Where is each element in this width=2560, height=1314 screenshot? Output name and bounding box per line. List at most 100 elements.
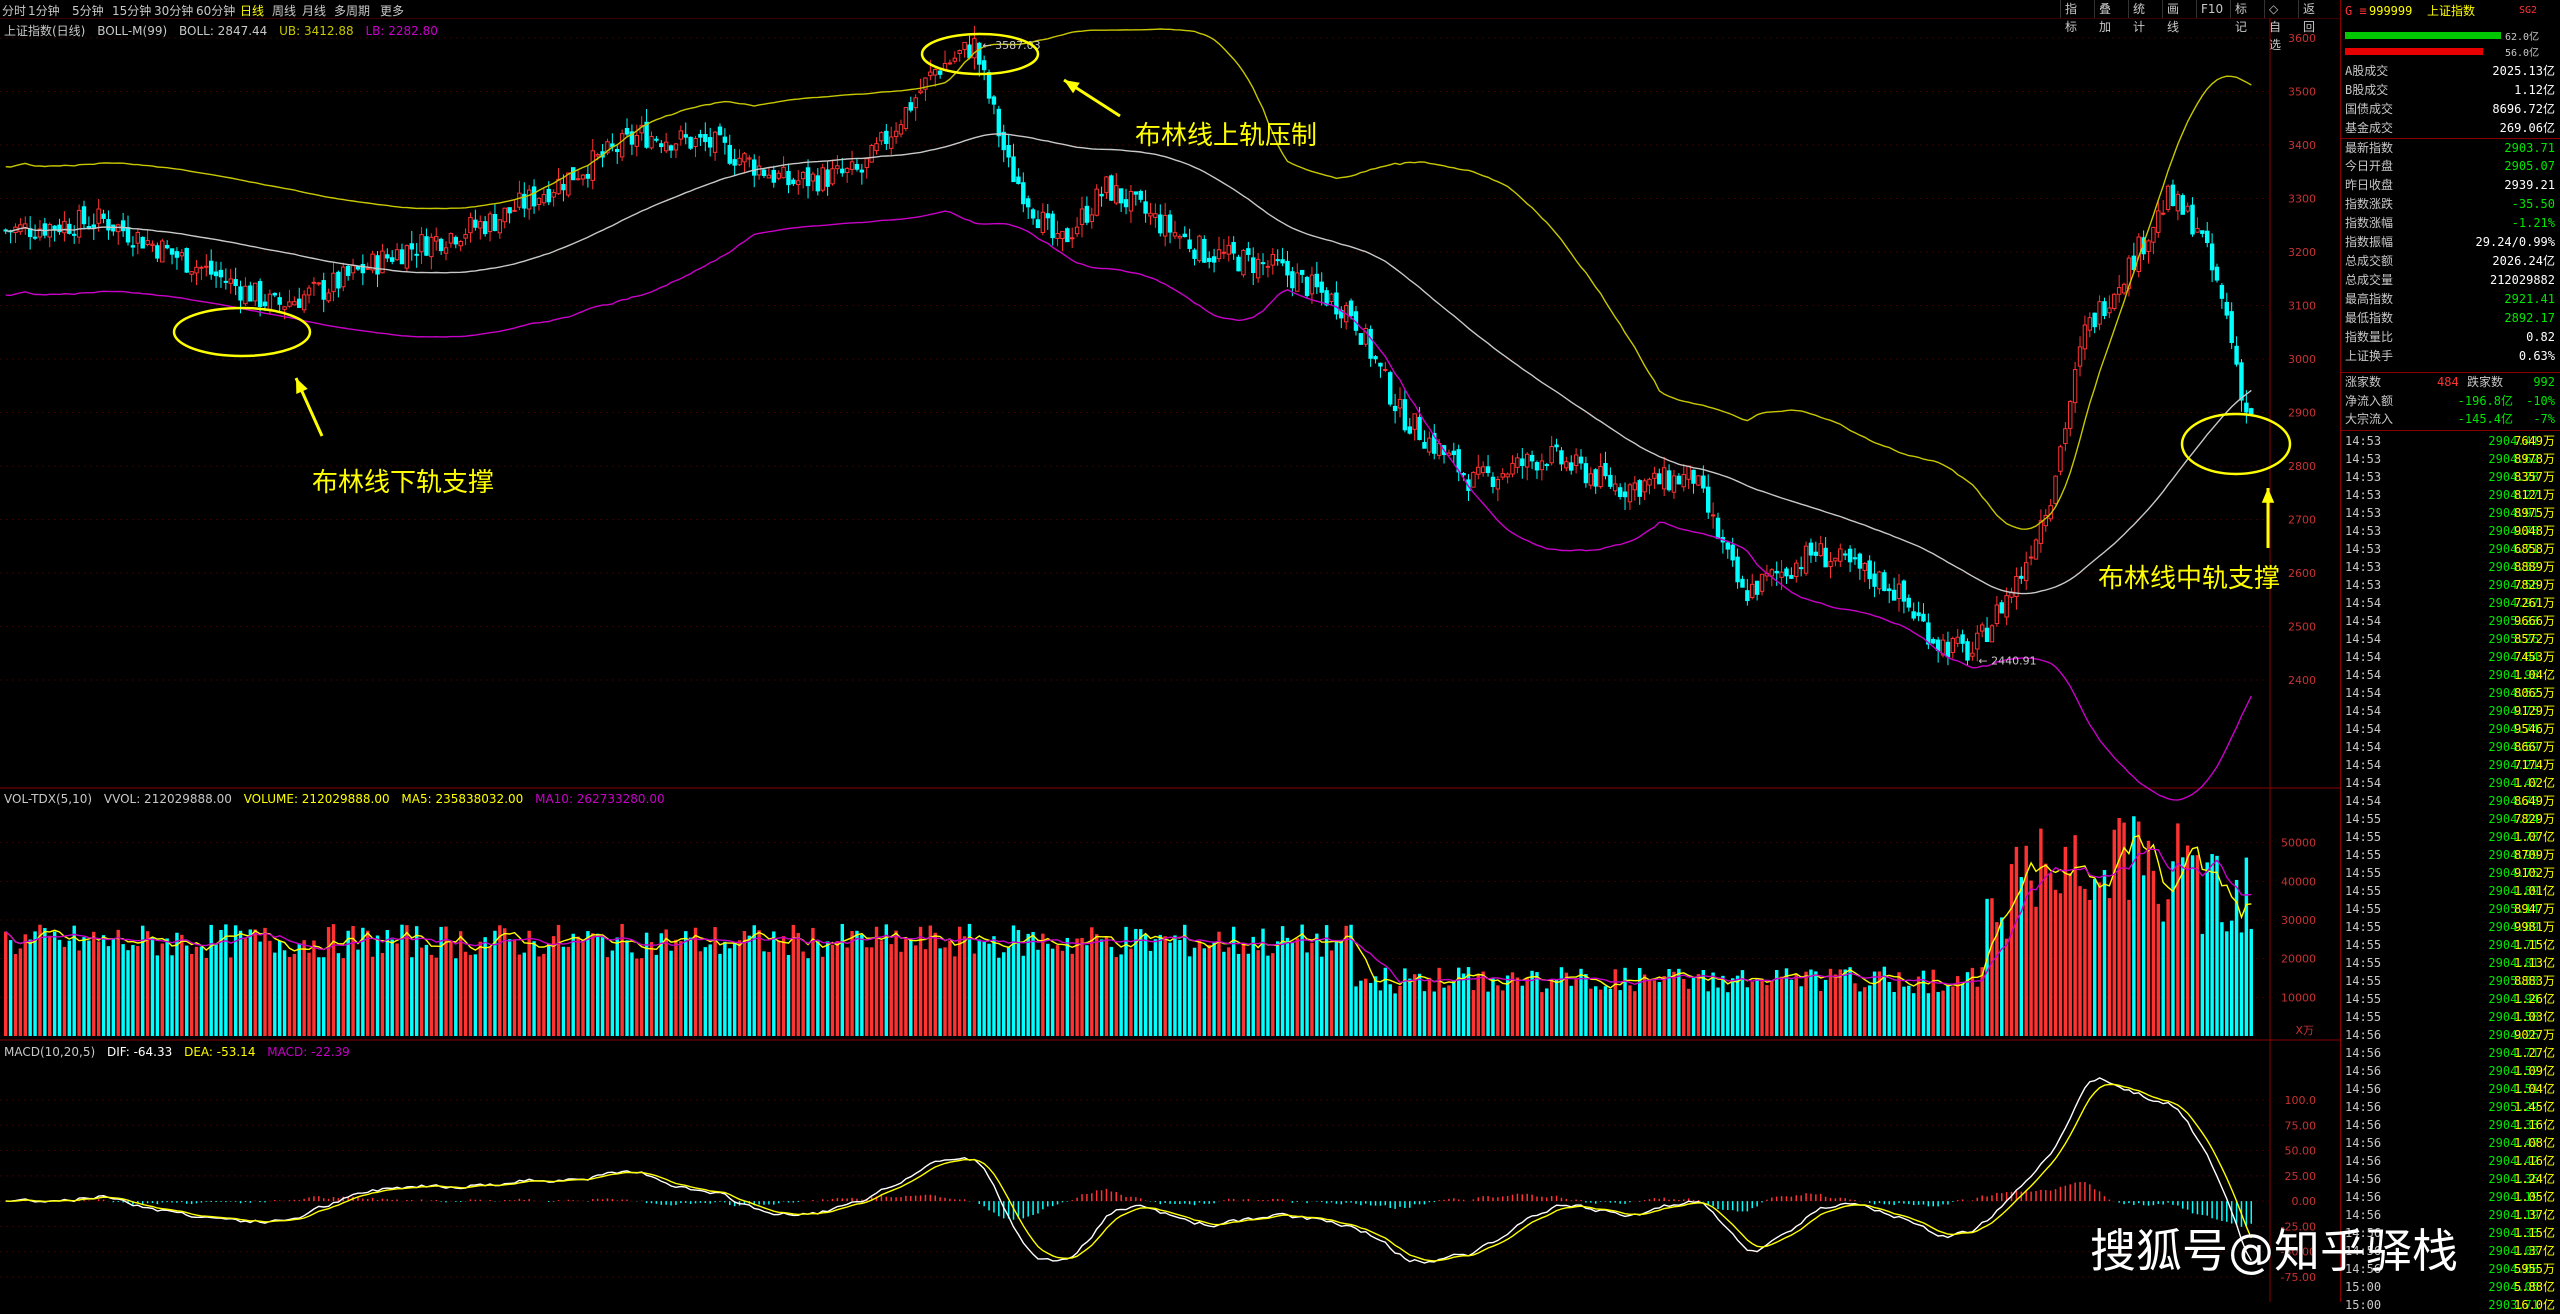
candle-body	[1549, 446, 1554, 464]
candle-body	[2004, 595, 2009, 618]
volume-bar	[1050, 948, 1055, 1036]
volume-bar	[796, 932, 800, 1036]
candle-body	[854, 163, 860, 170]
volume-bar	[654, 954, 659, 1036]
candle-body	[1676, 475, 1682, 485]
bar-bottom-value: 56.0亿	[2505, 48, 2540, 59]
annotation-arrow-middle-head	[2261, 488, 2275, 503]
period-tab-10[interactable]: 更多	[380, 4, 405, 18]
volume-bar	[498, 925, 502, 1036]
volume-bar	[1936, 991, 1940, 1036]
tool-button-0[interactable]: 指标	[2060, 0, 2081, 34]
period-tab-3[interactable]: 15分钟	[112, 4, 152, 18]
volume-bar	[1682, 978, 1686, 1036]
candle-body	[1319, 281, 1324, 293]
stat-row: 指数振幅 29.24/0.99%	[2341, 233, 2560, 251]
tick-row: 14:55 2904.75 9102万	[2341, 864, 2560, 882]
volume-bar	[297, 943, 301, 1036]
highlight-ellipse-upper	[920, 32, 1040, 76]
period-tab-8[interactable]: 月线	[302, 4, 327, 18]
candle-body	[2160, 212, 2166, 215]
volume-bar	[581, 939, 585, 1036]
tick-price: 2904.94	[2488, 992, 2539, 1006]
tool-button-3[interactable]: 画线	[2162, 0, 2183, 34]
tick-volume: 1.24亿	[2514, 1172, 2555, 1186]
candle-body	[835, 165, 840, 170]
candle-body	[1392, 405, 1398, 412]
candle-body	[1148, 212, 1153, 217]
period-tab-5[interactable]: 60分钟	[196, 4, 236, 18]
period-tab-2[interactable]: 5分钟	[72, 4, 104, 18]
volume-bar	[698, 951, 703, 1036]
stat-value: 29.24/0.99%	[2475, 235, 2555, 249]
volume-bar	[845, 947, 849, 1036]
stat-row: 总成交额 2026.24亿	[2341, 252, 2560, 270]
tool-button-6[interactable]: ◇自选	[2264, 0, 2285, 52]
tick-time: 14:53	[2345, 434, 2382, 448]
volume-bar	[943, 947, 947, 1036]
tick-row: 14:54 2904.59 8667万	[2341, 738, 2560, 756]
candle-body	[438, 238, 444, 252]
tick-volume: 1.45亿	[2514, 1100, 2555, 1114]
tick-price: 2904.78	[2488, 524, 2539, 538]
candle-body	[522, 193, 527, 209]
volume-bar	[1461, 973, 1466, 1036]
tick-row: 14:56 2904.36 1.24亿	[2341, 1170, 2560, 1188]
quote-panel: G ≡ 999999 上证指数 SG2 62.0亿 56.0亿 A股成交 2025…	[2340, 0, 2560, 1312]
volume-bar	[605, 957, 610, 1036]
volume-bar	[982, 940, 986, 1036]
volume-bar	[1608, 988, 1613, 1036]
tick-time: 14:56	[2345, 1046, 2382, 1060]
volume-bar	[1378, 990, 1383, 1036]
buy-strength-bar	[2345, 32, 2501, 39]
candle-body	[1950, 638, 1956, 653]
candle-body	[580, 174, 586, 180]
volume-bar	[1148, 950, 1153, 1036]
tick-time: 14:56	[2345, 1226, 2382, 1240]
tick-separator	[2341, 430, 2560, 431]
volume-bar	[1828, 968, 1833, 1036]
tool-button-1[interactable]: 叠加	[2094, 0, 2115, 34]
period-tab-1[interactable]: 1分钟	[28, 4, 60, 18]
volume-bar	[1383, 967, 1388, 1036]
tool-button-7[interactable]: 返回	[2298, 0, 2319, 34]
candle-body	[414, 253, 419, 256]
volume-bar	[1750, 981, 1754, 1036]
tool-button-5[interactable]: 标记	[2230, 0, 2251, 34]
candle-body	[1167, 214, 1173, 233]
candle-body	[1887, 588, 1892, 592]
tick-volume: 1.09亿	[2514, 1064, 2555, 1078]
candle-body	[1074, 226, 1080, 235]
period-tab-6[interactable]: 日线	[240, 4, 265, 18]
tick-time: 14:55	[2345, 992, 2382, 1006]
period-tab-9[interactable]: 多周期	[334, 4, 371, 18]
tick-row: 14:54 2904.52 8065万	[2341, 684, 2560, 702]
candle-body	[903, 107, 909, 129]
candle-body	[326, 292, 331, 302]
tick-price: 2904.56	[2488, 578, 2539, 592]
candle-body	[864, 158, 869, 168]
period-tab-7[interactable]: 周线	[272, 4, 297, 18]
tick-time: 14:56	[2345, 1262, 2382, 1276]
candle-body	[507, 207, 512, 214]
tick-time: 15:00	[2345, 1280, 2382, 1294]
tool-button-2[interactable]: 统计	[2128, 0, 2149, 34]
candle-body	[1461, 473, 1466, 476]
volume-bar	[977, 939, 981, 1036]
period-tab-4[interactable]: 30分钟	[154, 4, 194, 18]
volume-bar	[2009, 864, 2014, 1036]
volume-bar	[131, 944, 135, 1036]
stock-chart[interactable]: 3600 3500 3400 3300 3200 3100 3000 2900 2800 2700…	[0, 18, 2340, 1302]
volume-bar	[8, 940, 13, 1036]
volume-bar	[185, 945, 189, 1036]
period-tab-0[interactable]: 分时	[2, 4, 27, 18]
volume-bar	[2220, 922, 2224, 1036]
volume-bar	[1339, 940, 1344, 1036]
tick-row: 14:55 2904.24 7829万	[2341, 810, 2560, 828]
candle-body	[2072, 369, 2078, 404]
volume-bar	[1745, 987, 1750, 1036]
candle-body	[1432, 433, 1437, 454]
tool-button-4[interactable]: F10	[2196, 0, 2227, 18]
candle-body	[2023, 562, 2029, 582]
tick-price: 2904.52	[2488, 1064, 2539, 1078]
